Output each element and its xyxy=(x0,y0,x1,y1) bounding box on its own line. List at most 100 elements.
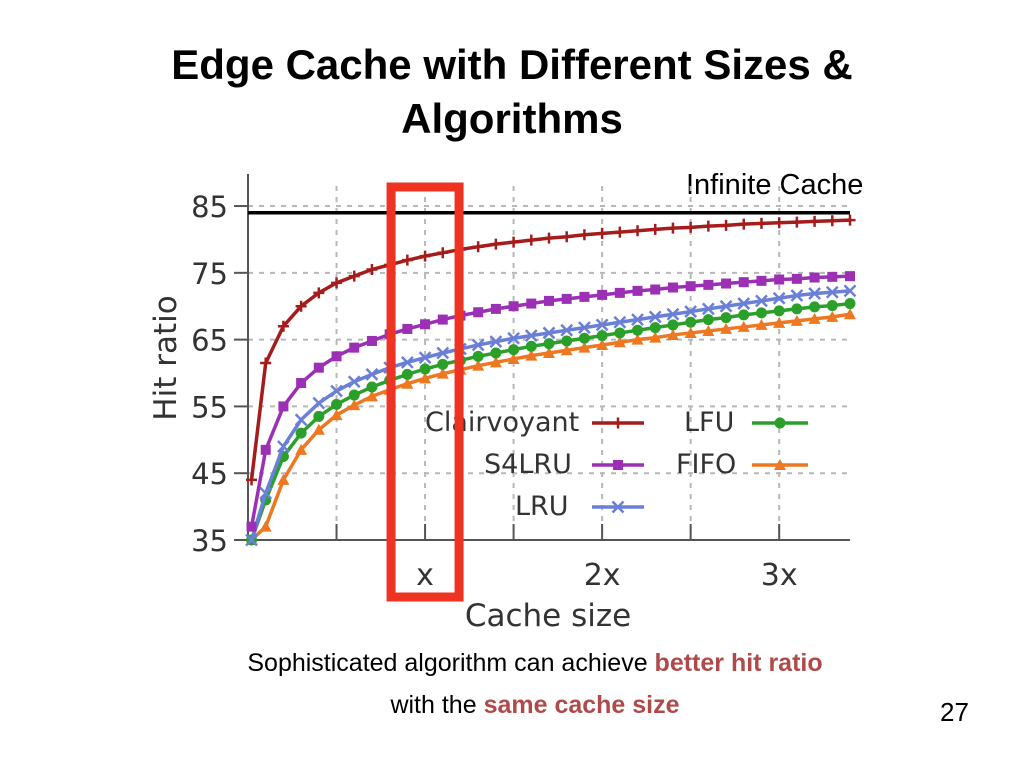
data-point xyxy=(348,389,360,401)
data-point xyxy=(738,277,749,288)
data-point xyxy=(561,293,572,304)
data-point xyxy=(597,289,608,300)
data-point xyxy=(666,307,680,321)
legend-swatch-marker xyxy=(774,459,786,470)
data-point xyxy=(844,298,856,310)
data-point xyxy=(755,294,768,308)
data-point xyxy=(560,323,574,337)
data-point xyxy=(578,321,591,334)
legend-item-s4lru: S4LRU xyxy=(484,449,644,480)
data-point xyxy=(313,287,325,299)
data-point xyxy=(331,398,343,410)
chart-legend: Clairvoyant S4LRU LRU LFU FIFO xyxy=(425,407,808,522)
data-point xyxy=(649,223,661,235)
data-point xyxy=(508,301,519,312)
data-point xyxy=(436,346,450,360)
data-point xyxy=(420,319,431,330)
data-point xyxy=(260,444,271,455)
data-point xyxy=(844,308,856,320)
slide-title-line1: Edge Cache with Different Sizes & xyxy=(171,41,853,88)
x-tick-label: x xyxy=(416,558,434,593)
data-point xyxy=(737,320,750,332)
y-axis-label: Hit ratio xyxy=(148,295,184,420)
page-number: 27 xyxy=(940,697,969,727)
data-point xyxy=(544,295,554,306)
data-point xyxy=(419,250,431,262)
data-point xyxy=(295,300,307,312)
data-point xyxy=(366,335,377,346)
data-point xyxy=(561,335,573,347)
data-point xyxy=(719,299,733,313)
data-point xyxy=(720,312,732,324)
y-tick-label: 35 xyxy=(191,524,228,558)
data-point xyxy=(737,297,751,310)
data-point xyxy=(507,352,520,364)
data-point xyxy=(419,363,431,375)
data-point xyxy=(366,381,378,393)
x-tick-label: 2x xyxy=(584,558,621,593)
chart-axes: 35 45 55 65 75 85 x 2x 3x Cache size Hit ratio xyxy=(148,174,850,634)
data-point xyxy=(246,474,258,486)
data-point xyxy=(827,271,838,282)
data-point xyxy=(312,423,325,435)
data-point xyxy=(524,329,538,342)
data-point xyxy=(313,362,324,373)
x-axis-label: Cache size xyxy=(465,598,631,634)
data-point xyxy=(613,315,627,329)
data-point xyxy=(667,319,679,331)
data-point xyxy=(542,326,556,340)
series-group xyxy=(245,214,857,547)
data-point xyxy=(543,338,555,350)
data-point xyxy=(790,314,803,326)
series-lfu xyxy=(246,298,856,546)
slide-title: Edge Cache with Different Sizes & Algori… xyxy=(0,38,1024,146)
data-point xyxy=(738,218,750,230)
data-point xyxy=(826,215,838,227)
data-point xyxy=(596,227,608,239)
data-point xyxy=(401,377,414,389)
series-clairvoyant xyxy=(246,214,856,486)
data-point xyxy=(649,322,661,334)
data-point xyxy=(721,278,732,289)
caption-line1: Sophisticated algorithm can achieve bett… xyxy=(0,648,1024,678)
data-point xyxy=(295,427,307,439)
data-point xyxy=(330,384,343,398)
data-point xyxy=(809,301,821,313)
series-s4lru xyxy=(246,271,855,532)
data-point xyxy=(596,338,609,350)
data-point xyxy=(472,350,484,362)
data-point xyxy=(650,284,661,295)
data-point xyxy=(525,349,538,361)
data-point xyxy=(738,309,750,321)
y-tick-label: 75 xyxy=(191,257,228,291)
data-point xyxy=(296,378,307,389)
data-point xyxy=(756,275,767,286)
x-tick-label: 3x xyxy=(761,558,798,593)
data-point xyxy=(632,285,643,296)
caption-line2-text: with the xyxy=(390,691,484,719)
data-point xyxy=(260,357,272,369)
data-point xyxy=(826,300,838,312)
data-point xyxy=(667,282,678,293)
data-point xyxy=(578,341,591,353)
infinite-cache-label: Infinite Cache xyxy=(686,169,864,201)
data-point xyxy=(791,273,802,284)
data-point xyxy=(294,413,308,427)
data-point xyxy=(614,226,626,238)
data-point xyxy=(330,409,343,421)
data-point xyxy=(471,338,485,352)
data-point xyxy=(331,351,342,362)
data-point xyxy=(259,486,273,500)
legend-item-fifo: FIFO xyxy=(676,449,808,480)
data-point xyxy=(632,225,644,237)
data-point xyxy=(843,284,857,298)
caption-line1-emphasis: better hit ratio xyxy=(654,649,823,677)
data-point xyxy=(365,367,379,381)
data-point xyxy=(245,533,258,547)
caption-line1-text: Sophisticated algorithm can achieve xyxy=(247,649,655,677)
series-line-clairvoyant xyxy=(249,218,851,481)
data-point xyxy=(525,340,537,352)
data-point xyxy=(312,396,326,410)
data-point xyxy=(543,232,555,244)
data-point xyxy=(349,342,360,353)
